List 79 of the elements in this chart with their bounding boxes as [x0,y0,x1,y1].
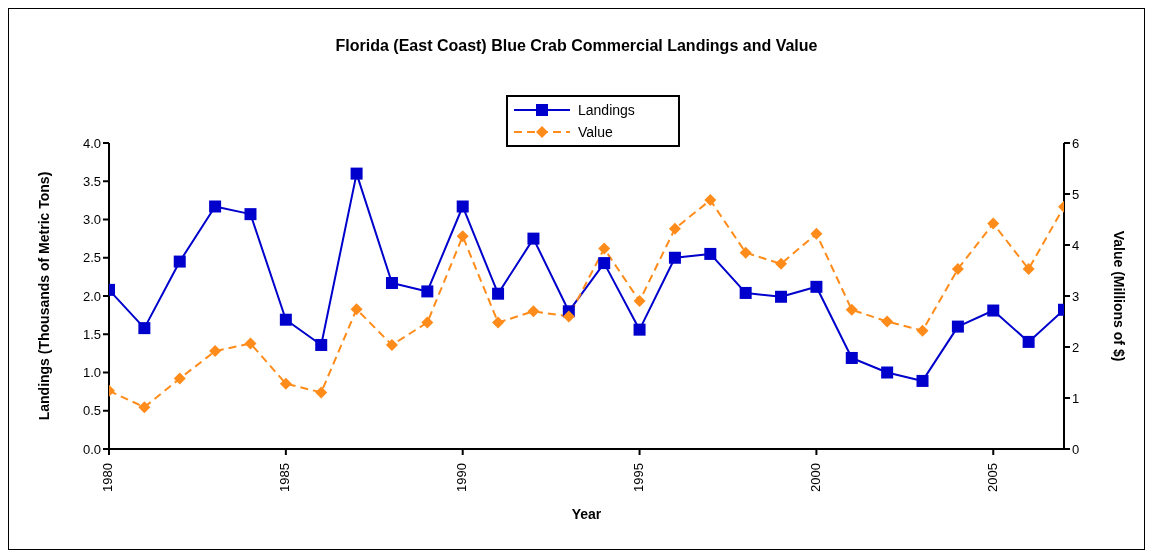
y-axis-title: Landings (Thousands of Metric Tons) [35,171,52,421]
x-tick-label: 1980 [100,463,116,492]
point [845,351,858,364]
point [881,315,894,328]
point [598,242,611,255]
point [775,290,788,303]
x-tick-label: 1995 [630,463,646,492]
x-tick-label: 1985 [277,463,293,492]
point [244,208,257,221]
y-tick-label: 4.0 [82,135,101,151]
legend-label: Value [578,124,613,140]
point [987,217,1000,230]
point [739,286,752,299]
y2-tick-label: 5 [1072,186,1080,202]
point [315,386,328,399]
point [244,337,257,350]
point [668,251,681,264]
point [492,316,505,329]
point [598,257,611,270]
x-tick-label: 1990 [454,463,470,492]
point [633,323,646,336]
x-tick-label: 2000 [807,463,823,492]
point [633,295,646,308]
point [421,285,434,298]
point [987,304,1000,317]
point [456,200,469,213]
point [916,374,929,387]
point [385,277,398,289]
point [1022,335,1035,348]
point [421,316,434,329]
y-tick-label: 0.0 [82,441,101,457]
point [492,287,505,300]
point [739,246,752,259]
y-tick-label: 1.5 [82,326,101,342]
y-tick-label: 2.0 [82,288,101,304]
y-tick-label: 2.5 [82,250,101,266]
point [881,366,894,379]
point [775,257,788,270]
point [951,262,964,275]
x-tick-label: 2005 [984,463,1000,492]
point [704,247,717,260]
y2-axis-title: Value (Millions of $) [1111,230,1128,362]
point [173,372,186,385]
point [456,230,469,243]
point [810,227,823,240]
point [562,310,575,323]
point [916,324,929,337]
y-tick-label: 3.5 [82,173,101,189]
y2-tick-label: 0 [1072,441,1080,457]
point [527,305,540,318]
y-tick-label: 3.0 [82,212,101,228]
point [279,377,292,390]
chart-title: Florida (East Coast) Blue Crab Commercial Landings and Value [334,37,819,55]
y-tick-label: 0.5 [82,403,101,419]
point [704,194,717,207]
y2-tick-label: 2 [1072,339,1080,355]
y2-tick-label: 3 [1072,288,1080,304]
y2-tick-label: 4 [1072,237,1080,253]
legend-label: Landings [578,102,635,118]
point [315,338,328,351]
point [668,222,681,235]
point [350,167,363,180]
point [138,322,151,335]
point [845,303,858,316]
point [350,303,363,316]
point [810,280,823,293]
y2-tick-label: 1 [1072,390,1080,406]
point [173,255,186,268]
point [385,338,398,351]
y2-tick-label: 6 [1072,135,1080,151]
point [951,320,964,333]
point [138,401,151,414]
point [209,345,222,358]
point [527,232,540,245]
x-axis-title: Year [571,506,602,522]
y-tick-label: 1.0 [82,365,101,381]
point [279,313,292,326]
point [1022,262,1035,275]
point [209,200,222,213]
